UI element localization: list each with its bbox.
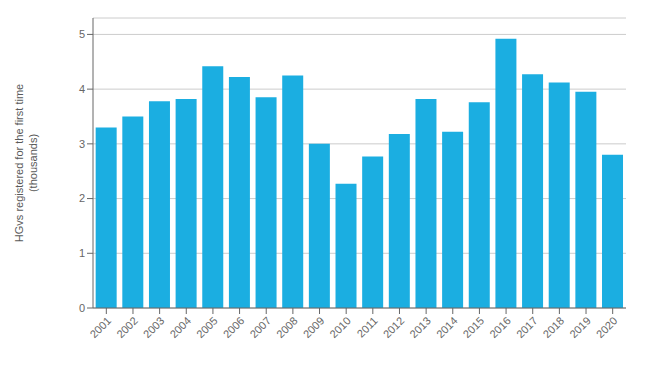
svg-text:2002: 2002	[114, 314, 140, 340]
svg-text:1: 1	[79, 247, 85, 259]
svg-text:2012: 2012	[381, 314, 407, 340]
svg-text:2008: 2008	[274, 314, 300, 340]
svg-text:2015: 2015	[461, 314, 487, 340]
svg-text:2010: 2010	[327, 314, 353, 340]
svg-text:2014: 2014	[434, 314, 460, 340]
svg-text:2013: 2013	[407, 314, 433, 340]
svg-text:3: 3	[79, 138, 85, 150]
svg-text:2011: 2011	[355, 314, 380, 339]
svg-text:2005: 2005	[194, 314, 220, 340]
svg-text:2016: 2016	[487, 314, 513, 340]
svg-text:0: 0	[79, 302, 85, 314]
svg-text:2: 2	[79, 192, 85, 204]
svg-text:4: 4	[79, 83, 85, 95]
svg-text:2020: 2020	[594, 314, 620, 340]
svg-text:2003: 2003	[141, 314, 167, 340]
svg-text:2004: 2004	[167, 314, 193, 340]
svg-text:2018: 2018	[541, 314, 567, 340]
svg-text:5: 5	[79, 28, 85, 40]
svg-text:2017: 2017	[514, 314, 540, 340]
svg-text:2019: 2019	[567, 314, 593, 340]
svg-text:2009: 2009	[301, 314, 327, 340]
svg-text:2006: 2006	[221, 314, 247, 340]
svg-text:2007: 2007	[247, 314, 273, 340]
svg-text:2001: 2001	[87, 314, 113, 340]
svg-text:HGvs registered for the first: HGvs registered for the first time(thous…	[13, 84, 39, 242]
